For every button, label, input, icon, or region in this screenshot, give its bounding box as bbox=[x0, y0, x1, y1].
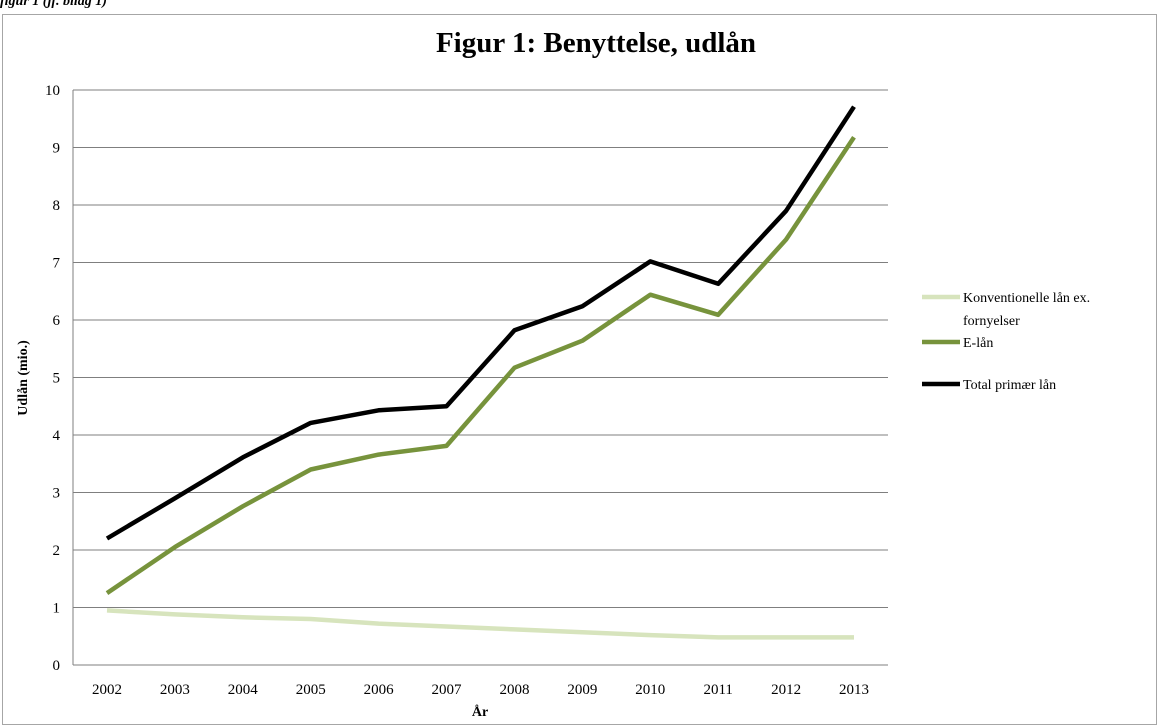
y-tick-label: 8 bbox=[53, 198, 61, 214]
y-tick-label: 4 bbox=[53, 428, 61, 444]
legend-label: Total primær lån bbox=[963, 378, 1056, 393]
legend-label: E-lån bbox=[963, 336, 993, 351]
figure-caption: figur 1 (jf. bilag 1) bbox=[0, 0, 107, 9]
y-tick-label: 10 bbox=[45, 83, 60, 99]
y-tick-label: 0 bbox=[53, 658, 61, 674]
x-tick-label: 2008 bbox=[499, 682, 529, 698]
axes bbox=[72, 90, 888, 666]
gridlines bbox=[73, 89, 888, 608]
legend-label: Konventionelle lån ex. bbox=[963, 291, 1090, 306]
legend-label: fornyelser bbox=[963, 314, 1020, 329]
x-tick-labels: 2002 2003 2004 2005 2006 2007 2008 2009 2010 2011… bbox=[92, 682, 869, 698]
y-tick-label: 3 bbox=[53, 486, 61, 502]
x-axis-title: År bbox=[472, 704, 488, 720]
y-tick-label: 7 bbox=[53, 256, 61, 272]
chart-title: Figur 1: Benyttelse, udlån bbox=[436, 27, 756, 59]
series-line-1 bbox=[106, 608, 854, 640]
x-tick-label: 2003 bbox=[160, 682, 190, 698]
y-tick-label: 5 bbox=[53, 371, 61, 387]
x-tick-label: 2009 bbox=[567, 682, 597, 698]
x-tick-label: 2005 bbox=[296, 682, 326, 698]
y-axis-title: Udlån (mio.) bbox=[16, 340, 31, 416]
legend-item: Total primær lån bbox=[922, 378, 1056, 393]
legend-item: Konventionelle lån ex. fornyelser bbox=[922, 291, 1090, 329]
chart-frame bbox=[2, 14, 1157, 725]
x-tick-label: 2012 bbox=[771, 682, 801, 698]
x-tick-label: 2010 bbox=[635, 682, 665, 698]
x-tick-label: 2011 bbox=[703, 682, 732, 698]
y-tick-label: 2 bbox=[53, 543, 61, 559]
y-tick-label: 9 bbox=[53, 141, 61, 157]
series-lines bbox=[105, 105, 856, 640]
x-tick-label: 2007 bbox=[432, 682, 463, 698]
legend: Konventionelle lån ex. fornyelser E-lån Tot… bbox=[922, 291, 1090, 393]
y-tick-label: 6 bbox=[53, 313, 61, 329]
y-tick-label: 1 bbox=[53, 601, 61, 617]
series-line-3 bbox=[105, 105, 856, 541]
x-tick-label: 2013 bbox=[839, 682, 869, 698]
x-tick-label: 2004 bbox=[228, 682, 259, 698]
series-line-2 bbox=[105, 135, 856, 595]
y-tick-labels: 0 1 2 3 4 5 6 7 8 9 10 bbox=[45, 83, 61, 674]
x-tick-label: 2006 bbox=[364, 682, 395, 698]
x-tick-label: 2002 bbox=[92, 682, 122, 698]
legend-item: E-lån bbox=[922, 336, 993, 351]
